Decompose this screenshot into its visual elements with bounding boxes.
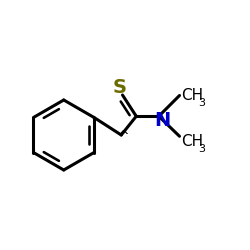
Text: 3: 3 <box>198 98 205 108</box>
Text: CH: CH <box>182 134 204 150</box>
Text: ^: ^ <box>118 130 129 144</box>
Text: CH: CH <box>182 88 204 103</box>
Text: S: S <box>112 78 126 97</box>
Text: N: N <box>154 110 170 130</box>
Text: 3: 3 <box>198 144 205 154</box>
